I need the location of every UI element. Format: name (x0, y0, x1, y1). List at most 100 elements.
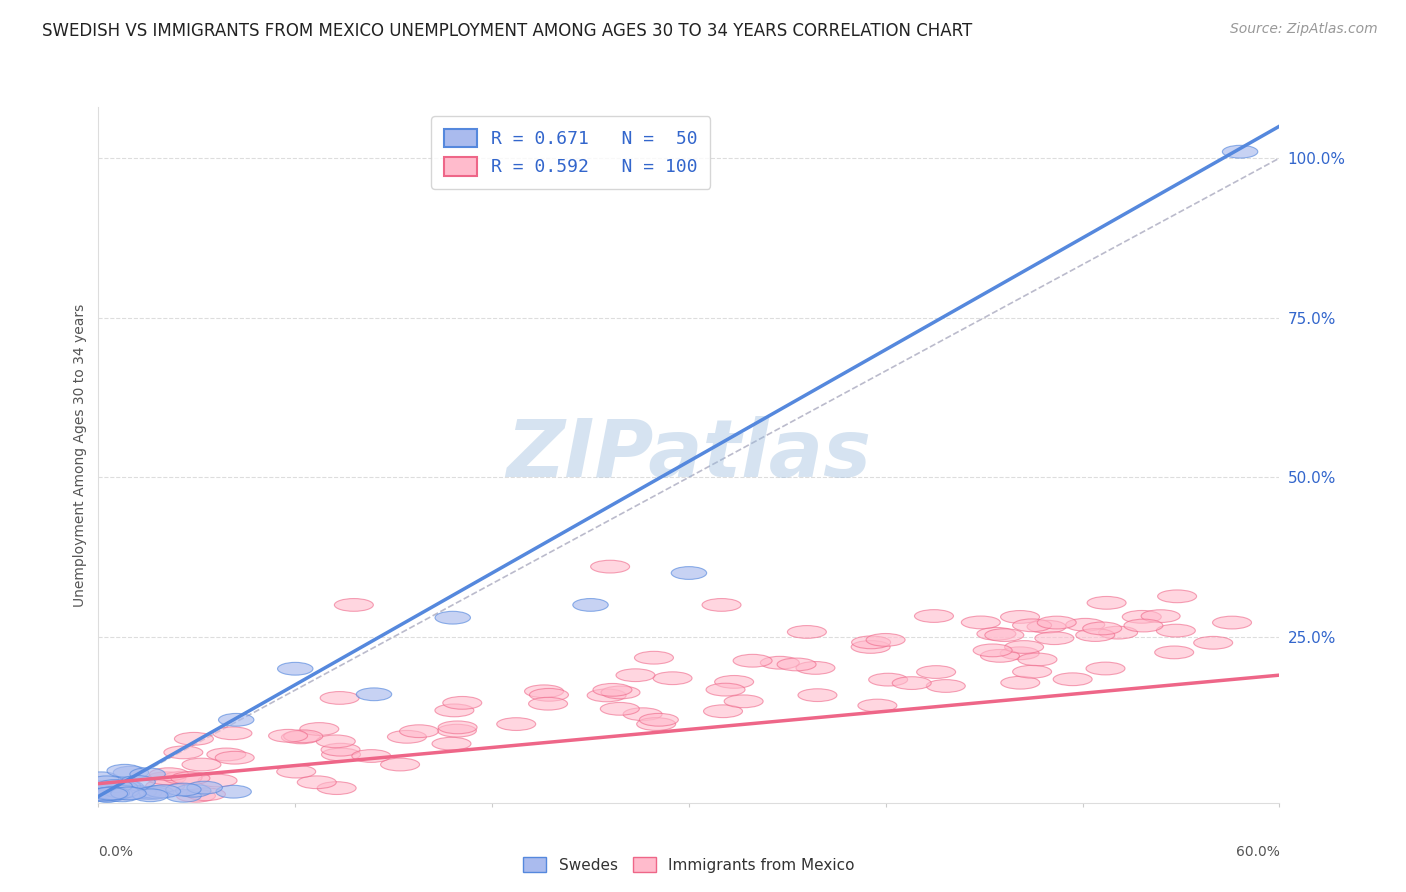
Ellipse shape (1194, 636, 1233, 649)
Ellipse shape (127, 787, 162, 799)
Ellipse shape (129, 768, 166, 780)
Ellipse shape (163, 772, 202, 784)
Ellipse shape (135, 787, 170, 799)
Ellipse shape (733, 655, 772, 667)
Ellipse shape (322, 748, 360, 761)
Ellipse shape (927, 680, 966, 692)
Ellipse shape (104, 789, 141, 802)
Text: 0.0%: 0.0% (98, 845, 134, 858)
Ellipse shape (437, 724, 477, 737)
Ellipse shape (796, 662, 835, 674)
Ellipse shape (977, 627, 1017, 640)
Ellipse shape (86, 788, 121, 801)
Ellipse shape (149, 768, 188, 780)
Ellipse shape (432, 738, 471, 750)
Ellipse shape (917, 665, 956, 679)
Ellipse shape (1001, 676, 1040, 690)
Ellipse shape (94, 787, 129, 799)
Ellipse shape (1083, 622, 1122, 635)
Ellipse shape (83, 780, 118, 794)
Ellipse shape (105, 780, 141, 792)
Ellipse shape (799, 689, 837, 701)
Ellipse shape (381, 758, 419, 771)
Ellipse shape (91, 789, 127, 801)
Text: 60.0%: 60.0% (1236, 845, 1279, 858)
Ellipse shape (281, 731, 321, 744)
Ellipse shape (101, 781, 136, 795)
Ellipse shape (269, 730, 308, 742)
Ellipse shape (181, 758, 221, 771)
Ellipse shape (89, 776, 124, 789)
Ellipse shape (104, 785, 139, 798)
Ellipse shape (714, 675, 754, 689)
Ellipse shape (83, 784, 118, 797)
Ellipse shape (524, 685, 564, 698)
Ellipse shape (671, 566, 707, 580)
Ellipse shape (616, 669, 655, 681)
Ellipse shape (1156, 624, 1195, 637)
Ellipse shape (1076, 629, 1115, 641)
Ellipse shape (1053, 673, 1092, 686)
Ellipse shape (572, 599, 609, 611)
Ellipse shape (335, 599, 374, 611)
Ellipse shape (215, 751, 254, 764)
Ellipse shape (108, 780, 143, 793)
Ellipse shape (1085, 662, 1125, 675)
Ellipse shape (187, 781, 222, 794)
Ellipse shape (1035, 632, 1074, 645)
Ellipse shape (120, 775, 155, 789)
Ellipse shape (1066, 618, 1105, 632)
Ellipse shape (217, 785, 252, 798)
Ellipse shape (1012, 619, 1052, 632)
Ellipse shape (724, 695, 763, 707)
Ellipse shape (1018, 653, 1057, 665)
Ellipse shape (1000, 647, 1039, 659)
Ellipse shape (1038, 616, 1076, 629)
Ellipse shape (706, 683, 745, 696)
Ellipse shape (93, 786, 128, 798)
Ellipse shape (634, 651, 673, 665)
Ellipse shape (703, 705, 742, 718)
Ellipse shape (176, 789, 215, 802)
Ellipse shape (97, 782, 134, 795)
Ellipse shape (321, 691, 359, 705)
Ellipse shape (1005, 640, 1043, 653)
Ellipse shape (277, 765, 316, 778)
Text: SWEDISH VS IMMIGRANTS FROM MEXICO UNEMPLOYMENT AMONG AGES 30 TO 34 YEARS CORRELA: SWEDISH VS IMMIGRANTS FROM MEXICO UNEMPL… (42, 22, 973, 40)
Ellipse shape (218, 714, 254, 726)
Ellipse shape (207, 748, 246, 761)
Ellipse shape (321, 743, 360, 756)
Ellipse shape (284, 730, 322, 743)
Ellipse shape (1087, 597, 1126, 609)
Ellipse shape (858, 699, 897, 712)
Ellipse shape (1098, 626, 1137, 639)
Ellipse shape (529, 698, 568, 710)
Ellipse shape (851, 640, 890, 653)
Ellipse shape (277, 663, 314, 675)
Ellipse shape (166, 783, 201, 796)
Ellipse shape (198, 774, 238, 787)
Ellipse shape (1026, 620, 1066, 633)
Ellipse shape (1157, 590, 1197, 603)
Text: ZIPatlas: ZIPatlas (506, 416, 872, 494)
Ellipse shape (83, 786, 120, 798)
Ellipse shape (1123, 619, 1163, 632)
Text: Source: ZipAtlas.com: Source: ZipAtlas.com (1230, 22, 1378, 37)
Ellipse shape (496, 718, 536, 731)
Ellipse shape (90, 789, 125, 802)
Ellipse shape (97, 780, 132, 792)
Ellipse shape (914, 609, 953, 623)
Ellipse shape (299, 723, 339, 735)
Ellipse shape (787, 625, 827, 639)
Ellipse shape (103, 785, 138, 798)
Ellipse shape (852, 636, 890, 648)
Ellipse shape (89, 789, 125, 802)
Ellipse shape (107, 764, 142, 777)
Ellipse shape (318, 781, 356, 795)
Ellipse shape (83, 772, 118, 785)
Ellipse shape (399, 725, 439, 738)
Ellipse shape (172, 772, 209, 785)
Ellipse shape (1142, 610, 1180, 623)
Ellipse shape (176, 784, 211, 797)
Ellipse shape (103, 780, 138, 793)
